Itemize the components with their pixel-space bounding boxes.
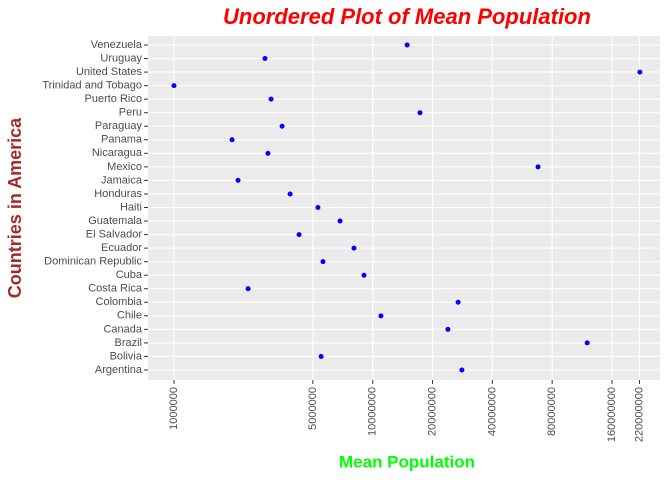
- point: [455, 299, 461, 305]
- x-tick-label: 20000000: [426, 387, 438, 436]
- y-tick-label: Jamaica: [101, 174, 143, 186]
- y-tick-label: Trinidad and Tobago: [42, 80, 142, 92]
- y-tick-label: Dominican Republic: [44, 256, 142, 268]
- point: [265, 150, 271, 156]
- x-axis-label: Mean Population: [339, 452, 475, 471]
- y-tick-label: Peru: [119, 107, 142, 119]
- point: [404, 42, 410, 48]
- point: [320, 259, 326, 265]
- y-tick-label: Colombia: [96, 296, 143, 308]
- point: [535, 164, 541, 170]
- point: [268, 96, 274, 102]
- point: [417, 110, 423, 116]
- point: [459, 367, 465, 373]
- point: [318, 353, 324, 359]
- y-tick-label: Panama: [101, 134, 143, 146]
- y-tick-label: Uruguay: [100, 52, 142, 64]
- x-tick-label: 80000000: [546, 387, 558, 436]
- y-tick-label: Mexico: [107, 161, 142, 173]
- x-tick-label: 10000000: [367, 387, 379, 436]
- point: [262, 56, 268, 62]
- y-tick-label: Haiti: [120, 201, 142, 213]
- point: [287, 191, 293, 197]
- x-tick-label: 160000000: [606, 387, 618, 442]
- point: [637, 69, 643, 75]
- y-tick-label: Argentina: [95, 364, 143, 376]
- point: [361, 272, 367, 278]
- y-tick-label: Brazil: [114, 337, 142, 349]
- y-tick-label: Guatemala: [88, 215, 143, 227]
- y-tick-label: El Salvador: [86, 228, 143, 240]
- y-tick-label: Cuba: [116, 269, 143, 281]
- y-tick-label: Paraguay: [95, 120, 143, 132]
- point: [584, 340, 590, 346]
- x-tick-label: 1000000: [168, 387, 180, 430]
- x-tick-label: 40000000: [486, 387, 498, 436]
- y-tick-label: Venezuela: [91, 39, 143, 51]
- point: [337, 218, 343, 224]
- y-tick-label: Bolivia: [110, 350, 143, 362]
- point: [445, 326, 451, 332]
- y-tick-label: Nicaragua: [92, 147, 143, 159]
- point: [171, 83, 177, 89]
- point: [229, 137, 235, 143]
- y-tick-label: Chile: [117, 310, 142, 322]
- x-tick-label: 5000000: [307, 387, 319, 430]
- point: [235, 177, 241, 183]
- y-tick-label: Puerto Rico: [85, 93, 142, 105]
- point: [296, 232, 302, 238]
- point: [351, 245, 357, 251]
- point: [315, 205, 321, 210]
- point: [279, 123, 285, 129]
- y-tick-label: Canada: [103, 323, 142, 335]
- y-tick-label: United States: [76, 66, 143, 78]
- y-tick-label: Honduras: [94, 188, 142, 200]
- y-axis-label: Countries in America: [5, 117, 25, 298]
- y-tick-label: Costa Rica: [88, 283, 143, 295]
- x-tick-label: 220000000: [633, 387, 645, 442]
- chart-title: Unordered Plot of Mean Population: [223, 4, 591, 29]
- point: [245, 286, 251, 292]
- point: [378, 313, 384, 319]
- y-tick-label: Ecuador: [101, 242, 142, 254]
